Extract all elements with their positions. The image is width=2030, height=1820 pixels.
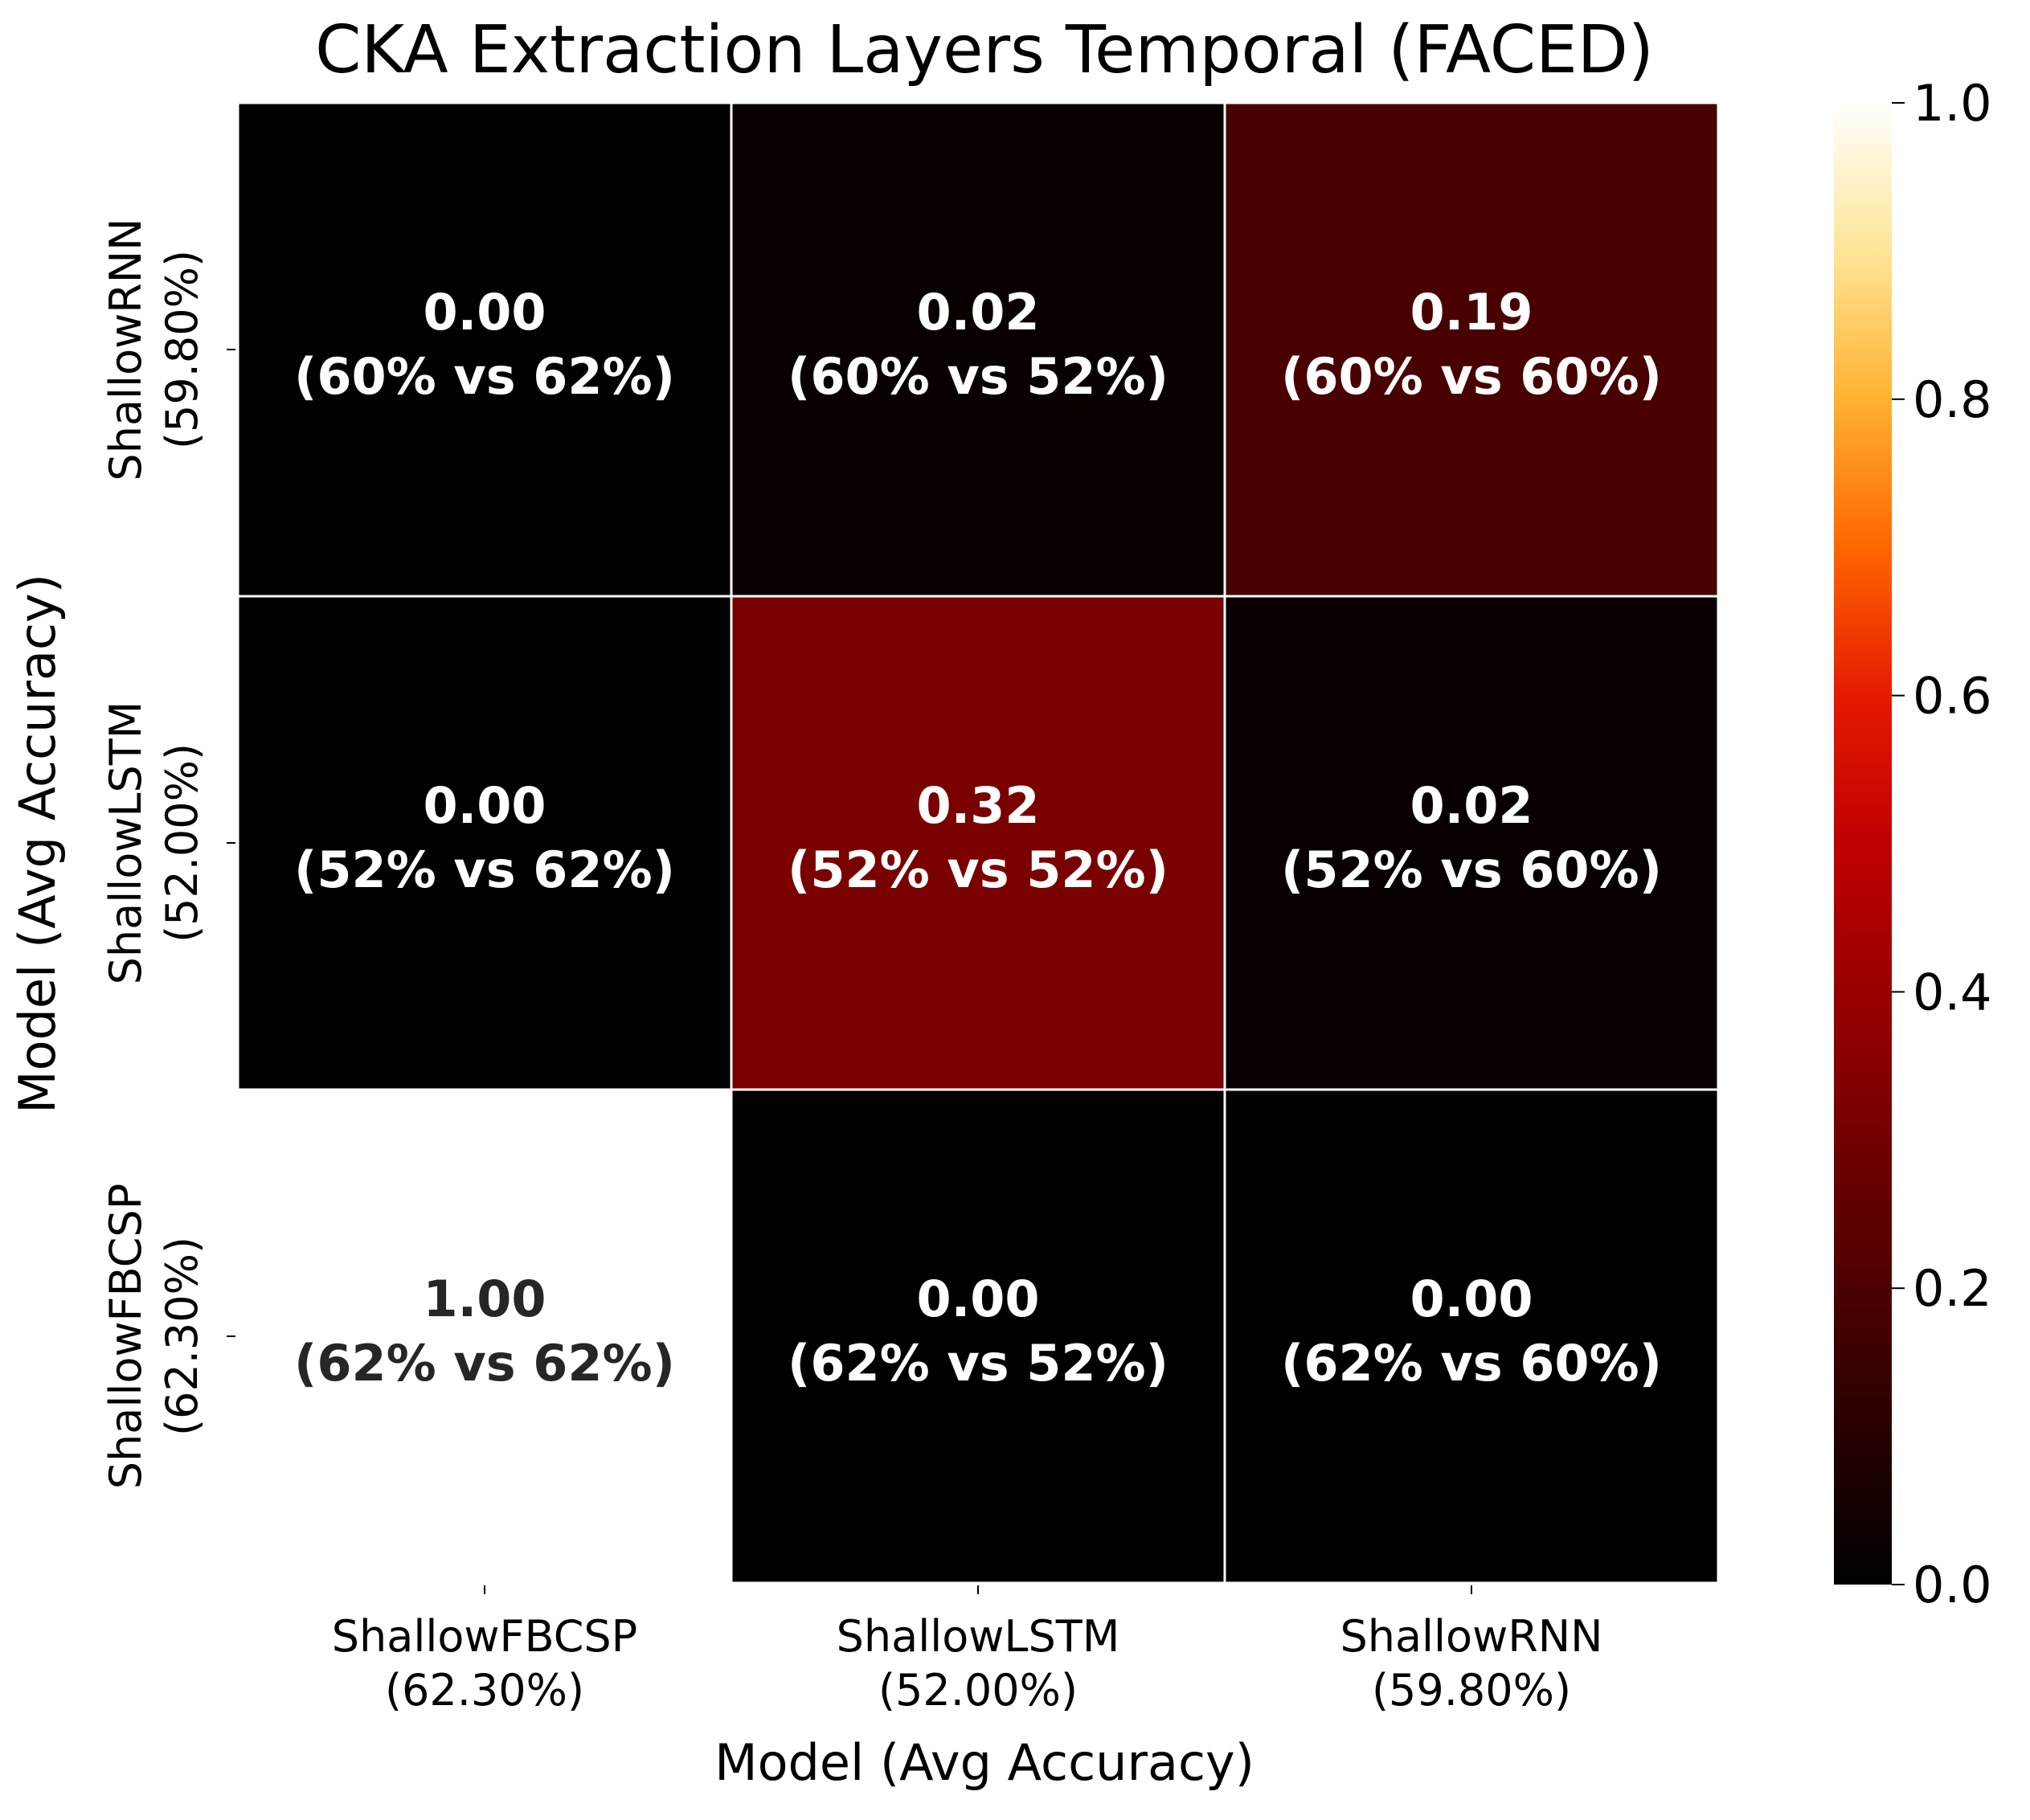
cell-value-label: 1.00 <box>424 1270 546 1328</box>
cell-value-label: 0.19 <box>1410 283 1533 342</box>
cell-detail-label: (52% vs 52%) <box>788 840 1168 899</box>
heatmap-cell <box>730 1088 1226 1585</box>
x-axis-ticks: ShallowFBCSP(62.30%) ShallowLSTM(52.00%) S… <box>332 1585 1603 1716</box>
heatmap-cell <box>1223 595 1720 1091</box>
heatmap-cell <box>730 101 1226 598</box>
cell-detail-label: (62% vs 62%) <box>294 1334 675 1393</box>
cell-detail-label: (60% vs 52%) <box>788 347 1168 406</box>
y-tick-accuracy: (62.30%) <box>157 1237 207 1436</box>
heatmap-cells <box>236 101 1720 1585</box>
colorbar-tick-label: 0.6 <box>1913 667 1992 726</box>
heatmap-cell <box>1223 101 1720 598</box>
y-axis-label: Model (Avg Accuracy) <box>8 574 67 1114</box>
x-tick-label: ShallowRNN <box>1340 1611 1602 1662</box>
heatmap-cell <box>1223 1088 1720 1585</box>
colorbar-gradient <box>1834 103 1892 1585</box>
cell-detail-label: (60% vs 62%) <box>294 347 675 406</box>
cell-labels: 0.00(60% vs 62%)0.02(60% vs 52%)0.19(60%… <box>294 283 1662 1393</box>
heatmap-cell <box>236 595 733 1091</box>
x-axis-label: Model (Avg Accuracy) <box>714 1733 1254 1792</box>
heatmap-cell <box>730 595 1226 1091</box>
cell-detail-label: (52% vs 60%) <box>1281 840 1662 899</box>
colorbar-tick-label: 0.4 <box>1913 963 1992 1021</box>
y-tick-label: ShallowRNN <box>100 218 151 481</box>
chart-title: CKA Extraction Layers Temporal (FACED) <box>315 12 1654 88</box>
cell-value-label: 0.02 <box>1410 776 1533 835</box>
y-tick-label: ShallowFBCSP <box>100 1184 151 1490</box>
colorbar-tick-label: 0.0 <box>1913 1556 1992 1614</box>
colorbar: 0.0 0.2 0.4 0.6 0.8 1.0 <box>1834 74 1992 1614</box>
colorbar-tick-label: 0.2 <box>1913 1259 1992 1318</box>
cell-value-label: 0.02 <box>917 283 1040 342</box>
colorbar-ticks: 0.0 0.2 0.4 0.6 0.8 1.0 <box>1892 74 1992 1614</box>
y-axis-ticks: ShallowRNN (59.80%) ShallowLSTM (52.00%) Sha… <box>100 218 235 1489</box>
cell-detail-label: (52% vs 62%) <box>294 840 675 899</box>
heatmap-cell <box>236 1088 733 1585</box>
x-tick-accuracy: (52.00%) <box>878 1665 1078 1716</box>
x-tick-accuracy: (59.80%) <box>1372 1665 1571 1716</box>
cell-value-label: 0.00 <box>424 776 546 835</box>
y-tick-accuracy: (59.80%) <box>157 250 207 449</box>
x-tick-accuracy: (62.30%) <box>385 1665 584 1716</box>
cell-detail-label: (60% vs 60%) <box>1281 347 1662 406</box>
x-tick-label: ShallowLSTM <box>837 1611 1120 1662</box>
cell-value-label: 0.00 <box>1410 1270 1533 1328</box>
x-tick-label: ShallowFBCSP <box>332 1611 638 1662</box>
cell-detail-label: (62% vs 52%) <box>788 1334 1168 1393</box>
cell-detail-label: (62% vs 60%) <box>1281 1334 1662 1393</box>
cell-value-label: 0.00 <box>917 1270 1040 1328</box>
cell-value-label: 0.00 <box>424 283 546 342</box>
y-tick-accuracy: (52.00%) <box>157 743 207 943</box>
colorbar-tick-label: 1.0 <box>1913 74 1992 133</box>
y-tick-label: ShallowLSTM <box>100 701 151 985</box>
heatmap-cell <box>236 101 733 598</box>
colorbar-tick-label: 0.8 <box>1913 370 1992 429</box>
cell-value-label: 0.32 <box>917 776 1040 835</box>
